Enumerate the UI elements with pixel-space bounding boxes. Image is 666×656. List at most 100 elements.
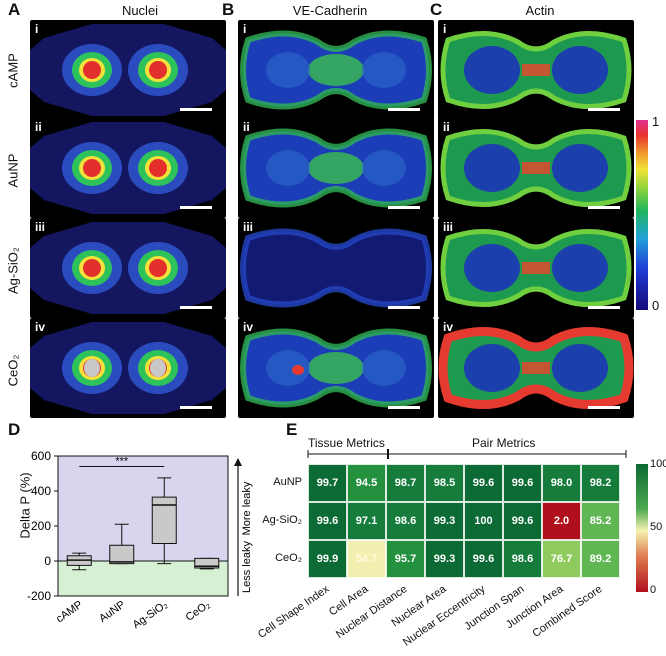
scale-bar [588,206,620,209]
heatmap-cell: 94.5 [347,464,386,502]
y-tick-label: -200 [27,589,51,603]
heatmap-cell: 99.7 [308,464,347,502]
micrograph-ve-cadherin-3: iii [238,218,434,318]
heatmap-cell: 85.2 [581,502,620,540]
scale-bar [388,108,420,111]
panel-e-letter: E [286,420,298,439]
heatmap-colorbar [636,464,648,592]
tile-index-label: i [243,22,247,36]
tile-index-label: ii [443,120,450,134]
tile-index-label: iv [443,320,454,334]
significance-label: *** [115,456,129,468]
heatmap-scale-max: 100 [650,458,666,470]
x-tick-label: AuNP [97,599,127,625]
box-4 [194,557,220,569]
heatmap-cell: 100 [464,502,503,540]
micrograph-ve-cadherin-2: ii [238,118,434,218]
arrow-head [234,458,242,466]
heatmap-cell: 98.6 [386,502,425,540]
group-label-tissue: Tissue Metrics [308,436,385,450]
heatmap-cell: 2.0 [542,502,581,540]
micrograph-actin-1: i [438,20,634,120]
tile-index-label: i [35,22,39,36]
heatmap-cell: 97.1 [347,502,386,540]
heatmap-cell: 99.6 [464,540,503,578]
panel-a-letter: A [8,0,21,19]
y-tick-label: 600 [31,449,51,463]
colorbar-min-label: 0 [652,298,660,313]
row-label-agsio2: Ag-SiO₂ [5,247,21,294]
intensity-colorbar [636,120,648,310]
tile-index-label: iii [35,220,46,234]
leaky-region [58,456,228,561]
heatmap-cell: 76.7 [542,540,581,578]
micrograph-actin-2: ii [438,118,634,218]
heatmap-cell: 99.3 [425,502,464,540]
heatmap-row-label: Ag-SiO₂ [262,514,302,526]
micrograph-actin-4: iv [438,318,634,418]
heatmap-cell: 99.6 [503,464,542,502]
x-tick-label: Ag-SiO₂ [131,599,170,632]
micrograph-nuclei-3: iii [30,218,226,318]
panel-c-title: Actin [525,3,555,18]
colorbar-max-label: 1 [652,114,660,129]
tile-index-label: i [443,22,447,36]
micrograph-ve-cadherin-4: iv [238,318,434,418]
boxplot-ylabel: Delta P (%) [17,472,33,539]
heatmap-cell: 99.6 [503,502,542,540]
row-label-ceo2: CeO₂ [5,354,21,387]
tile-index-label: ii [243,120,250,134]
heatmap-scale-mid: 50 [650,521,663,533]
scale-bar [388,306,420,309]
scale-bar [388,206,420,209]
scale-bar [588,108,620,111]
more-leaky-label: More leaky [241,481,253,535]
micrograph-actin-3: iii [438,218,634,318]
tile-index-label: iii [243,220,254,234]
heatmap-cell: 99.9 [308,540,347,578]
micrograph-nuclei-1: i [30,20,226,120]
panel-b-title: VE-Cadherin [292,3,368,18]
group-label-pair: Pair Metrics [472,436,536,450]
heatmap-cell: 54.7 [347,540,386,578]
panel-b-letter: B [222,0,235,19]
heatmap-cell: 98.5 [425,464,464,502]
heatmap-cell: 89.2 [581,540,620,578]
heatmap-cell: 99.6 [308,502,347,540]
less-leaky-label: Less leaky [241,541,253,593]
heatmap-scale-min: 0 [650,584,657,596]
scale-bar [180,406,212,409]
box-3 [151,496,177,544]
heatmap-row-label: CeO₂ [275,552,302,564]
heatmap-cell: 99.3 [425,540,464,578]
scale-bar [388,406,420,409]
heatmap-cell: 98.7 [386,464,425,502]
scale-bar [588,406,620,409]
panel-d-letter: D [8,420,21,439]
scale-bar [180,306,212,309]
panel-c-letter: C [430,0,443,19]
row-label-camp: cAMP [5,53,21,88]
heatmap-cell: 98.2 [581,464,620,502]
scale-bar [180,206,212,209]
group-brackets [307,449,627,459]
heatmap-row-label: AuNP [273,476,302,488]
y-tick-label: 0 [44,554,51,568]
micrograph-nuclei-2: ii [30,118,226,218]
scale-bar [588,306,620,309]
y-tick-label: 200 [31,519,51,533]
tile-index-label: iv [243,320,254,334]
x-tick-label: cAMP [54,599,85,626]
y-tick-label: 400 [31,484,51,498]
heatmap-cell: 95.7 [386,540,425,578]
scale-bar [180,108,212,111]
heatmap-cell: 98.6 [503,540,542,578]
tile-index-label: iii [443,220,454,234]
panel-a-title: Nuclei [121,3,159,18]
tile-index-label: iv [35,320,46,334]
x-tick-label: CeO₂ [184,599,213,624]
row-label-aunp: AuNP [5,153,21,188]
micrograph-ve-cadherin-1: i [238,20,434,120]
box-2 [109,544,135,565]
